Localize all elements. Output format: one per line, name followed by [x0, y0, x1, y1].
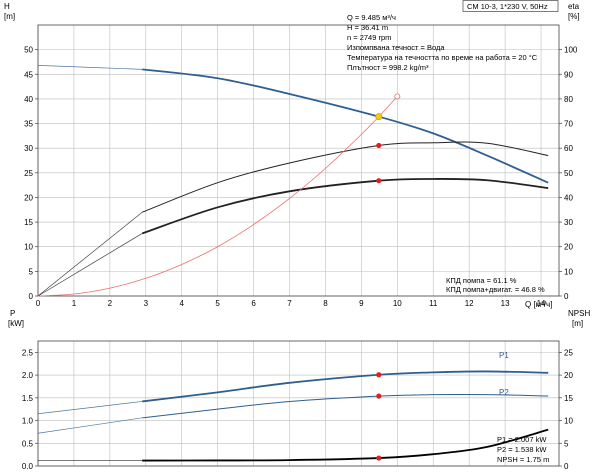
y2-tick-label: 50 [564, 169, 573, 178]
info-p2: P2 = 1.538 kW [497, 445, 547, 454]
y-tick-label: 2.5 [22, 348, 34, 357]
bottom-panel-frame [37, 340, 560, 467]
y-tick-label: 1.5 [22, 394, 34, 403]
power-axis-unit: [kW] [8, 319, 24, 328]
y-tick-label: 45 [24, 70, 33, 79]
y2-tick-label: 20 [564, 243, 573, 252]
y2-tick-label: 90 [564, 70, 573, 79]
y-tick-label: 50 [24, 46, 33, 55]
eta_pump_point-marker [376, 142, 382, 149]
x-tick-label: 11 [429, 299, 438, 308]
npsh-curve [142, 428, 549, 462]
y2-tick-label: 0 [564, 292, 569, 301]
eta_total_point-marker [376, 178, 382, 184]
model-title-box [462, 0, 559, 12]
x-tick-label: 8 [323, 299, 328, 308]
x-tick-label: 3 [144, 299, 149, 308]
operating-point-marker [375, 113, 383, 121]
y-tick-label: 40 [24, 95, 33, 104]
y2-tick-label: 30 [564, 218, 573, 227]
p2-series-label: P2 [499, 388, 509, 397]
y2-tick-label: 10 [564, 267, 573, 276]
y-tick-label: 0.0 [22, 462, 34, 471]
y2-tick-label: 70 [564, 120, 573, 129]
x-tick-label: 1 [72, 299, 77, 308]
x-tick-label: 13 [501, 299, 510, 308]
eta_pump-curve [142, 141, 549, 213]
x-tick-label: 6 [251, 299, 256, 308]
x-tick-label: 9 [359, 299, 364, 308]
p2_point-marker [376, 393, 382, 399]
head-curve-extension [37, 65, 143, 70]
system-curve [37, 96, 398, 297]
y-tick-label: 5 [29, 267, 34, 276]
x-tick-label: 2 [108, 299, 113, 308]
y2-tick-label: 60 [564, 144, 573, 153]
npsh-axis-unit: [m] [572, 319, 583, 328]
x-tick-label: 5 [215, 299, 220, 308]
info-temperature: Температура на течността по време на раб… [347, 53, 538, 62]
info-liquid: Изпомпвана течност = Вода [347, 43, 445, 52]
system-curve-end-marker [394, 93, 401, 100]
p1-curve [142, 370, 549, 403]
y2-tick-label: 40 [564, 193, 573, 202]
y2-tick-label: 10 [564, 417, 573, 426]
y2-tick-label: 100 [564, 46, 578, 55]
y2-tick-label: 25 [564, 348, 573, 357]
eta_total-curve [141, 178, 549, 235]
y-tick-label: 15 [24, 218, 33, 227]
power-axis-label: P [10, 309, 15, 318]
eta_total-curve-extension [37, 233, 143, 297]
top-panel-frame [37, 24, 560, 297]
y-tick-label: 0.5 [22, 439, 34, 448]
y-tick-label: 10 [24, 243, 33, 252]
p1-series-label: P1 [499, 351, 509, 360]
info-head: H = 36.41 m [347, 23, 388, 32]
x-tick-label: 14 [537, 299, 546, 308]
x-tick-label: 0 [36, 299, 41, 308]
p1_point-marker [376, 372, 382, 378]
p2-curve-extension [37, 417, 143, 434]
head-axis-unit: [m] [4, 12, 15, 21]
x-tick-label: 7 [287, 299, 292, 308]
info-flow: Q = 9.485 м³/ч [347, 13, 396, 22]
info-speed: n = 2749 rpm [347, 33, 391, 42]
x-tick-label: 12 [465, 299, 474, 308]
y-tick-label: 20 [24, 193, 33, 202]
y-tick-label: 30 [24, 144, 33, 153]
y2-tick-label: 15 [564, 394, 573, 403]
y-tick-label: 2.0 [22, 371, 34, 380]
npsh-axis-label: NPSH [568, 309, 590, 318]
y-tick-label: 0 [29, 292, 34, 301]
head-curve [142, 68, 549, 184]
info-eta-total: КПД помпа+двигат. = 46.8 % [446, 285, 545, 294]
y2-tick-label: 80 [564, 95, 573, 104]
y2-tick-label: 0 [564, 462, 569, 471]
y-tick-label: 25 [24, 169, 33, 178]
y2-tick-label: 5 [564, 439, 569, 448]
info-density: Плътност = 998.2 kg/m³ [347, 63, 429, 72]
eta-axis-label: eta [568, 2, 580, 11]
y-tick-label: 35 [24, 120, 33, 129]
p1-curve-extension [37, 401, 143, 415]
npsh_point-marker [376, 455, 382, 461]
x-tick-label: 10 [393, 299, 402, 308]
y2-tick-label: 20 [564, 371, 573, 380]
y-tick-label: 1.0 [22, 417, 34, 426]
head-axis-label: H [4, 2, 10, 11]
info-npsh: NPSH = 1.75 m [497, 455, 549, 464]
flow-axis-label: Q [м³/ч] [525, 300, 552, 309]
info-eta-pump: КПД помпа = 61.1 % [446, 276, 517, 285]
p2-curve [142, 393, 549, 419]
x-tick-label: 4 [179, 299, 184, 308]
model-title: CM 10-3, 1*230 V, 50Hz [467, 2, 548, 11]
eta_pump-curve-extension [37, 211, 143, 297]
info-p1: P1 = 2.007 kW [497, 435, 547, 444]
eta-axis-unit: [%] [568, 12, 580, 21]
